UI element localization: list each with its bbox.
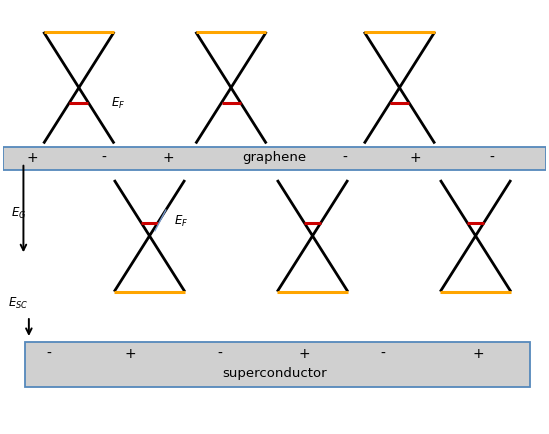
Text: superconductor: superconductor	[222, 366, 327, 379]
Text: +: +	[27, 151, 38, 165]
Bar	[25, 342, 530, 387]
Text: +: +	[410, 151, 422, 165]
Text: $E_{SC}$: $E_{SC}$	[8, 295, 29, 310]
Text: +: +	[473, 346, 484, 360]
Text: -: -	[343, 151, 348, 165]
Text: -: -	[381, 346, 385, 360]
Text: $E_G$: $E_G$	[11, 205, 26, 220]
Bar	[3, 148, 546, 171]
Text: $E_F$: $E_F$	[174, 214, 188, 229]
Text: -: -	[218, 346, 222, 360]
Text: graphene: graphene	[243, 151, 306, 164]
Text: +: +	[125, 346, 136, 360]
Text: -: -	[101, 151, 106, 165]
Text: -: -	[47, 346, 52, 360]
Text: +: +	[299, 346, 310, 360]
Text: +: +	[163, 151, 175, 165]
Text: $E_F$: $E_F$	[111, 96, 126, 111]
Text: -: -	[490, 151, 494, 165]
